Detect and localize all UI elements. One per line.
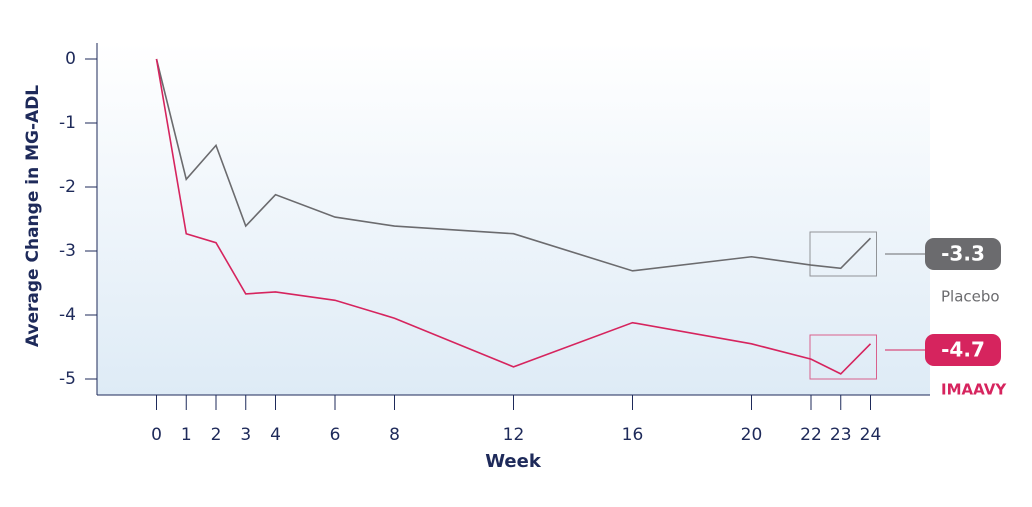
x-tick-label: 16 [622, 425, 644, 445]
highlight-box [809, 231, 877, 277]
plot-background [97, 43, 930, 395]
value-pill-label: -4.7 [941, 338, 985, 362]
x-tick-label: 0 [151, 425, 162, 445]
highlight-box [809, 334, 877, 380]
y-tick-label: -1 [59, 113, 76, 133]
series-line [155, 58, 872, 375]
y-tick-label: -2 [59, 177, 76, 197]
x-tick-label: 23 [830, 425, 852, 445]
y-tick-label: -5 [59, 369, 76, 389]
x-tick-label: 1 [181, 425, 192, 445]
x-tick-label: 12 [503, 425, 525, 445]
y-axis-title: Average Change in MG-ADL [23, 85, 43, 347]
x-tick-label: 8 [389, 425, 400, 445]
x-tick-label: 4 [270, 425, 281, 445]
x-tick-label: 22 [800, 425, 822, 445]
y-tick-label: 0 [65, 49, 76, 69]
legend-label: IMAAVY [941, 381, 1007, 399]
series-line [155, 58, 872, 272]
value-pill [925, 334, 1001, 366]
value-pill-label: -3.3 [941, 242, 985, 266]
value-pill [925, 238, 1001, 270]
x-tick-label: 6 [330, 425, 341, 445]
x-axis-title: Week [485, 451, 542, 472]
y-tick-label: -3 [59, 241, 76, 261]
x-tick-label: 2 [211, 425, 222, 445]
x-tick-label: 3 [240, 425, 251, 445]
legend-label: Placebo [941, 288, 1000, 306]
y-tick-label: -4 [59, 305, 76, 325]
x-tick-label: 20 [741, 425, 763, 445]
x-tick-label: 24 [860, 425, 882, 445]
